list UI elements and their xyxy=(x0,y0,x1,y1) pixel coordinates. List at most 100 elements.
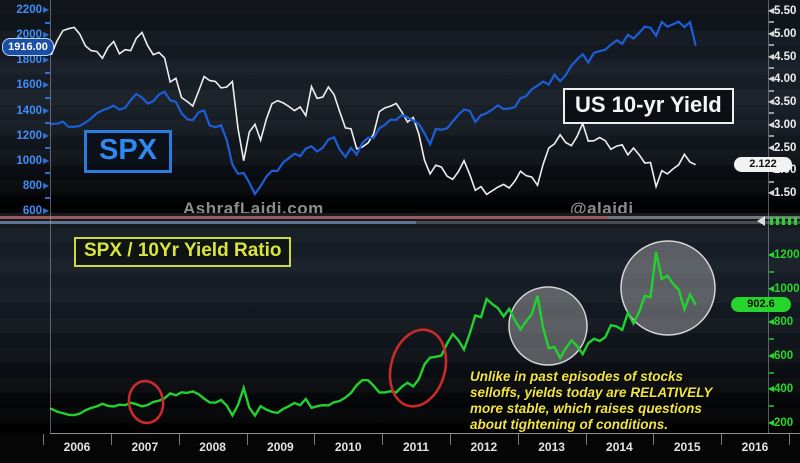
yield-axis-tick-icon: ◀ xyxy=(768,74,775,84)
spx-axis-minor-tick xyxy=(45,197,50,200)
year-tick xyxy=(178,434,180,445)
spx-axis-minor-tick xyxy=(45,122,50,125)
spx-axis-tick-label: 1000 xyxy=(16,154,42,167)
spx-axis-tick-label: 1200 xyxy=(16,129,42,142)
year-label[interactable]: 2015 xyxy=(673,440,701,454)
spx-axis-tick-label: 800 xyxy=(22,179,42,192)
highlight-circle xyxy=(620,240,716,336)
spx-line xyxy=(50,20,697,197)
yield-axis-minor-tick xyxy=(769,180,774,183)
yield-axis-minor-tick xyxy=(769,89,774,92)
price-axis-border[interactable] xyxy=(768,0,769,433)
yield-axis-tick-icon: ◀ xyxy=(768,97,775,106)
ratio-last-price-tag: 902.6 xyxy=(731,296,791,312)
year-label[interactable]: 2014 xyxy=(606,440,633,454)
splitter-handle-icon[interactable] xyxy=(757,216,765,226)
ratio-axis-minor-tick xyxy=(769,338,774,340)
ratio-axis-minor-tick xyxy=(769,405,774,408)
top-panel-plot xyxy=(50,20,697,197)
spx-axis-tick-label: 1800 xyxy=(16,54,42,67)
spx-axis-tick-icon: ▶ xyxy=(43,180,50,190)
spx-axis-tick-icon: ▶ xyxy=(43,105,50,115)
ratio-axis-tick-label: 600 xyxy=(774,349,794,362)
spx-axis-tick-label: 1600 xyxy=(16,79,42,92)
ratio-line xyxy=(50,252,697,418)
year-tick xyxy=(721,434,723,445)
spx-axis-minor-tick xyxy=(45,147,50,150)
year-label[interactable]: 2006 xyxy=(63,440,91,454)
yield-axis-tick-icon: ◀ xyxy=(768,28,775,38)
yield-axis-minor-tick xyxy=(769,135,774,138)
yield-series-label: US 10-yr Yield xyxy=(563,88,734,124)
yield-axis-tick-label: 3.00 xyxy=(774,118,797,131)
ratio-axis-tick-label: 800 xyxy=(774,316,794,329)
highlight-ellipse xyxy=(388,328,448,408)
spx-axis-tick-label: 1400 xyxy=(16,104,42,117)
yield-axis-tick-label: 5.00 xyxy=(774,27,797,40)
yield-axis-minor-tick xyxy=(769,66,774,69)
ratio-axis-minor-tick xyxy=(769,270,774,273)
time-axis[interactable] xyxy=(0,433,800,463)
ratio-axis-tick-icon: ◀ xyxy=(768,384,775,394)
spx-axis-tick-label: 2200 xyxy=(16,4,42,16)
spx-axis-minor-tick xyxy=(45,21,50,24)
top-price-panel: SPX US 10-yr Yield AshrafLaidi.com @alai… xyxy=(0,0,800,213)
yield-axis-tick-icon: ◀ xyxy=(768,142,775,152)
commentary-note: Unlike in past episodes of stocks sellof… xyxy=(470,369,713,432)
year-label[interactable]: 2009 xyxy=(267,440,294,454)
highlight-circle xyxy=(508,286,588,366)
spx-axis-tick-icon: ▶ xyxy=(43,55,50,65)
yield-axis-tick-label: 4.50 xyxy=(774,50,797,63)
spx-axis-minor-tick xyxy=(45,172,50,175)
yield-axis-tick-icon: ◀ xyxy=(768,188,775,197)
year-tick xyxy=(653,434,655,445)
spx-axis-minor-tick xyxy=(45,71,50,74)
splitter-blue-line xyxy=(0,221,800,224)
yield-axis-minor-tick xyxy=(769,44,774,47)
ratio-panel-plot xyxy=(50,240,716,425)
year-tick xyxy=(585,434,587,445)
ratio-axis-tick-label: 400 xyxy=(774,383,794,396)
ratio-axis-tick-label: 1200 xyxy=(774,249,800,261)
year-tick xyxy=(382,434,384,445)
yield-axis-minor-tick xyxy=(769,21,774,24)
panel-splitter[interactable] xyxy=(0,213,800,228)
spx-axis-tick-icon: ▶ xyxy=(43,155,50,165)
spx-axis-minor-tick xyxy=(45,96,50,99)
spx-series-label: SPX xyxy=(84,130,173,173)
yield-axis-tick-icon: ◀ xyxy=(768,6,775,15)
spx-last-price-tag: 1916.00 xyxy=(2,37,54,56)
year-label[interactable]: 2012 xyxy=(470,440,498,454)
yield-axis-tick-icon: ◀ xyxy=(768,119,775,129)
spx-axis-tick-icon: ▶ xyxy=(43,130,50,140)
splitter-red-line xyxy=(0,216,800,219)
splitter-green-ticks xyxy=(770,217,798,225)
year-label[interactable]: 2011 xyxy=(402,440,430,454)
year-label[interactable]: 2016 xyxy=(741,440,769,454)
ratio-axis-tick-icon: ◀ xyxy=(768,317,775,327)
yield-axis-tick-label: 3.50 xyxy=(774,96,797,108)
yield-axis-tick-label: 5.50 xyxy=(774,5,797,17)
ratio-axis-tick-icon: ◀ xyxy=(768,283,775,293)
ratio-axis-tick-icon: ◀ xyxy=(768,350,775,360)
spx-axis-tick-label: 600 xyxy=(22,205,42,217)
spx-axis-tick-icon: ▶ xyxy=(43,30,50,40)
watermark-ashraflaidi: AshrafLaidi.com xyxy=(183,199,324,213)
year-label[interactable]: 2010 xyxy=(334,440,362,454)
spx-axis-tick-icon: ▶ xyxy=(43,5,50,14)
ratio-axis-tick-icon: ◀ xyxy=(768,250,775,259)
year-label[interactable]: 2008 xyxy=(199,440,226,454)
plot-left-border xyxy=(50,0,51,433)
year-tick xyxy=(314,434,316,445)
year-label[interactable]: 2007 xyxy=(131,440,159,454)
spx-axis-tick-icon: ▶ xyxy=(43,80,50,90)
yield-last-price-tag: 2.122 xyxy=(734,156,792,172)
watermark-alaidi: @alaidi xyxy=(570,199,634,213)
time-axis-border xyxy=(50,433,800,434)
ratio-axis-tick-icon: ◀ xyxy=(768,418,775,427)
yield-axis-tick-icon: ◀ xyxy=(768,51,775,61)
yield-axis-minor-tick xyxy=(769,112,774,115)
year-label[interactable]: 2013 xyxy=(538,440,565,454)
year-tick xyxy=(43,434,45,445)
